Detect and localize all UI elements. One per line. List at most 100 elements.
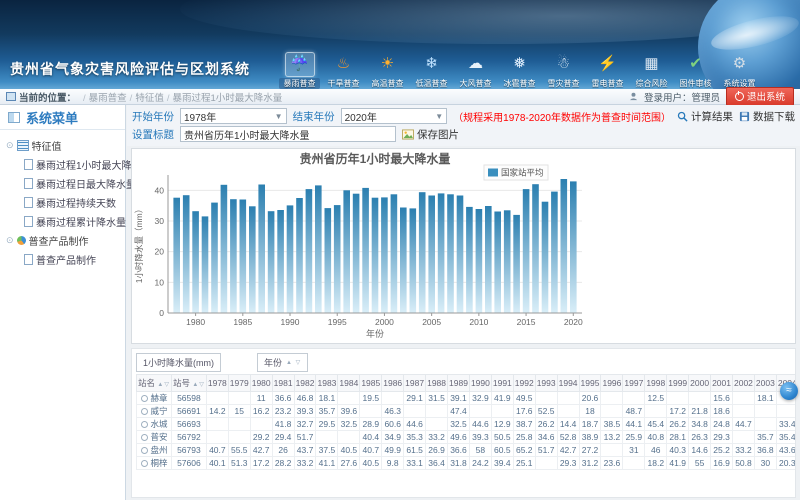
nav-comprehensive-risk[interactable]: ▦综合风险 [631, 52, 672, 89]
expander-icon[interactable]: ⊙ [6, 235, 14, 246]
sidebar-item[interactable]: 普查产品制作 [6, 250, 125, 269]
precip-value: 33.4 [776, 418, 795, 431]
precip-value [491, 405, 513, 418]
sidebar-header: 系统菜单 [0, 105, 125, 130]
precip-value: 31 [623, 444, 645, 457]
col-header-id[interactable]: 站号 ▲▽ [171, 375, 206, 392]
breadcrumb-link[interactable]: 暴雨过程1小时最大降水量 [172, 93, 282, 104]
precip-value: 43.6 [776, 444, 795, 457]
col-header-year[interactable]: 2002 [733, 375, 755, 392]
row-radio[interactable] [141, 434, 148, 441]
precip-value: 31.2 [579, 457, 601, 470]
nav-low-temp-survey[interactable]: ❄低温普查 [411, 52, 452, 89]
table-row[interactable]: 盘州5679340.755.542.72643.737.540.540.749.… [137, 444, 796, 457]
col-header-year[interactable]: 1986 [382, 375, 404, 392]
table-scroll-area[interactable]: 站名 ▲▽站号 ▲▽197819791980198119821983198419… [136, 374, 795, 470]
year-filter-dropdown[interactable]: 年份 ▲ ▽ [257, 353, 308, 372]
precip-value: 34.8 [689, 418, 711, 431]
precip-value [645, 405, 667, 418]
nav-drought-survey[interactable]: ♨干旱普查 [323, 52, 364, 89]
col-header-year[interactable]: 1979 [228, 375, 250, 392]
precip-value: 34.9 [382, 431, 404, 444]
col-header-year[interactable]: 1980 [250, 375, 272, 392]
col-header-year[interactable]: 1997 [623, 375, 645, 392]
row-radio[interactable] [141, 421, 148, 428]
logout-button[interactable]: 退出系统 [726, 87, 794, 106]
table-row[interactable]: 赫章565981136.646.818.119.529.131.539.132.… [137, 392, 796, 405]
station-name: 水城 [150, 419, 167, 429]
start-year-select[interactable]: 1978年▼ [180, 108, 287, 124]
col-header-year[interactable]: 1988 [426, 375, 448, 392]
sort-icons[interactable]: ▲ ▽ [286, 359, 301, 366]
app-title: 贵州省气象灾害风险评估与区划系统 [10, 59, 250, 79]
col-header-year[interactable]: 1991 [491, 375, 513, 392]
col-header-year[interactable]: 2003 [754, 375, 776, 392]
col-header-year[interactable]: 1998 [645, 375, 667, 392]
row-radio[interactable] [141, 447, 148, 454]
breadcrumb-link[interactable]: 暴雨普查 [89, 93, 127, 104]
sidebar-group-feature-values[interactable]: ⊙特征值 [6, 136, 125, 155]
col-header-year[interactable]: 1981 [272, 375, 294, 392]
row-radio[interactable] [141, 395, 148, 402]
menu-panel-icon[interactable] [8, 112, 20, 123]
station-id: 57606 [171, 457, 206, 470]
col-header-year[interactable]: 1989 [448, 375, 470, 392]
col-header-year[interactable]: 1994 [557, 375, 579, 392]
sidebar-item[interactable]: 暴雨过程日最大降水量 [6, 174, 125, 193]
col-header-year[interactable]: 2000 [689, 375, 711, 392]
document-icon [24, 178, 33, 189]
sidebar-item[interactable]: 暴雨过程累计降水量 [6, 212, 125, 231]
row-radio[interactable] [141, 460, 148, 467]
nav-snow-survey[interactable]: ☃雪灾普查 [543, 52, 584, 89]
col-header-year[interactable]: 1995 [579, 375, 601, 392]
col-header-year[interactable]: 1993 [535, 375, 557, 392]
precip-value: 40.1 [206, 457, 228, 470]
nav-lightning-survey[interactable]: ⚡雷电普查 [587, 52, 628, 89]
nav-label: 暴雨普查 [279, 78, 320, 89]
col-header-year[interactable]: 1996 [601, 375, 623, 392]
document-icon [24, 197, 33, 208]
download-button[interactable]: 数据下载 [739, 109, 795, 124]
precip-value [623, 392, 645, 405]
nav-rainstorm-survey[interactable]: ☔暴雨普查 [279, 52, 320, 89]
col-header-year[interactable]: 1978 [206, 375, 228, 392]
nav-map-review[interactable]: ✔图件审核 [675, 52, 716, 89]
table-row[interactable]: 普安5679229.229.451.740.434.935.333.249.63… [137, 431, 796, 444]
nav-hail-survey[interactable]: ❅冰雹普查 [499, 52, 540, 89]
col-header-year[interactable]: 1987 [404, 375, 426, 392]
col-header-year[interactable]: 2001 [711, 375, 733, 392]
col-header-year[interactable]: 1992 [513, 375, 535, 392]
calculate-button[interactable]: 计算结果 [677, 109, 733, 124]
table-row[interactable]: 威宁5669114.21516.223.239.335.739.646.347.… [137, 405, 796, 418]
save-image-button[interactable]: 保存图片 [402, 127, 459, 142]
nav-wind-survey[interactable]: ☁大风普查 [455, 52, 496, 89]
table-row[interactable]: 水城5669341.832.729.532.528.960.644.632.54… [137, 418, 796, 431]
row-radio[interactable] [141, 408, 148, 415]
col-header-year[interactable]: 1990 [469, 375, 491, 392]
col-header-year[interactable]: 1999 [667, 375, 689, 392]
col-header-year[interactable]: 1983 [316, 375, 338, 392]
end-year-select[interactable]: 2020年▼ [341, 108, 448, 124]
col-header-name[interactable]: 站名 ▲▽ [137, 375, 172, 392]
sidebar-item[interactable]: 暴雨过程持续天数 [6, 193, 125, 212]
col-header-year[interactable]: 1984 [338, 375, 360, 392]
precip-value: 29.2 [250, 431, 272, 444]
breadcrumb-separator: / [130, 93, 133, 104]
precip-value [733, 431, 755, 444]
sidebar-group-product-making[interactable]: ⊙普查产品制作 [6, 231, 125, 250]
table-row[interactable]: 桐梓5760640.151.317.228.233.241.127.640.59… [137, 457, 796, 470]
sidebar-item[interactable]: 暴雨过程1小时最大降水量 [6, 155, 125, 174]
floating-widget-button[interactable]: ≈ [780, 382, 798, 400]
breadcrumb-link[interactable]: 特征值 [135, 93, 164, 104]
col-header-year[interactable]: 1985 [360, 375, 382, 392]
station-id: 56691 [171, 405, 206, 418]
precip-value: 29.4 [272, 431, 294, 444]
nav-system-settings[interactable]: ⚙系统设置 [719, 52, 760, 89]
value-filter-dropdown[interactable]: 1小时降水量(mm) [136, 353, 221, 372]
precip-value: 46 [645, 444, 667, 457]
chart-title-input[interactable] [180, 126, 396, 142]
col-header-year[interactable]: 1982 [294, 375, 316, 392]
nav-high-temp-survey[interactable]: ☀高温普查 [367, 52, 408, 89]
expander-icon[interactable]: ⊙ [6, 140, 14, 151]
precip-value: 36.6 [448, 444, 470, 457]
